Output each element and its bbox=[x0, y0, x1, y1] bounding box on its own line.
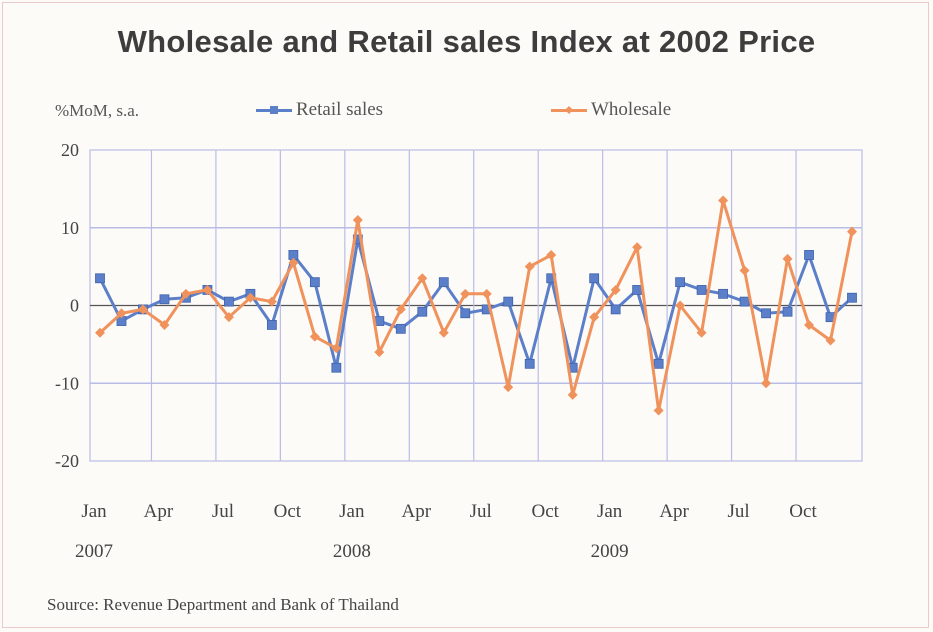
retail-sales-point bbox=[503, 296, 514, 307]
x-tick-label: Jan bbox=[597, 501, 623, 522]
wholesale-point bbox=[847, 226, 857, 237]
y-tick-label: 20 bbox=[61, 140, 79, 160]
y-tick-label: -10 bbox=[55, 373, 79, 393]
retail-sales-point bbox=[610, 304, 621, 315]
wholesale-point bbox=[739, 265, 750, 276]
retail-sales-point bbox=[460, 308, 471, 319]
legend-retail-swatch bbox=[256, 103, 292, 117]
wholesale-point bbox=[202, 284, 213, 295]
retail-sales-point bbox=[159, 294, 170, 305]
chart-title: Wholesale and Retail sales Index at 2002… bbox=[117, 24, 816, 59]
wholesale-point bbox=[804, 319, 815, 330]
retail-sales-point bbox=[524, 358, 535, 369]
wholesale-point bbox=[567, 389, 578, 400]
wholesale-point bbox=[675, 300, 686, 311]
retail-sales-point bbox=[438, 277, 449, 288]
wholesale-point bbox=[180, 288, 191, 299]
x-tick-label: Jan bbox=[339, 501, 365, 522]
retail-sales-point bbox=[653, 358, 664, 369]
retail-sales-point bbox=[696, 285, 707, 295]
wholesale-point bbox=[653, 405, 664, 416]
x-tick-label: Oct bbox=[531, 501, 559, 522]
retail-sales-point bbox=[632, 285, 643, 295]
wholesale-point bbox=[288, 257, 299, 268]
retail-sales-point bbox=[224, 296, 234, 307]
year-label: 2008 bbox=[333, 541, 371, 562]
wholesale-point bbox=[137, 304, 148, 315]
wholesale-point bbox=[374, 347, 385, 358]
x-tick-label: Apr bbox=[402, 501, 432, 522]
retail-sales-point bbox=[417, 306, 428, 317]
retail-sales-point bbox=[761, 308, 771, 319]
wholesale-point bbox=[95, 327, 105, 338]
wholesale-point bbox=[266, 296, 277, 307]
y-tick-label: 10 bbox=[61, 218, 79, 238]
wholesale-point bbox=[761, 378, 772, 389]
wholesale-point bbox=[352, 214, 363, 225]
wholesale-point bbox=[718, 195, 729, 206]
wholesale-point bbox=[245, 292, 256, 303]
wholesale-point bbox=[223, 312, 234, 323]
retail-sales-line bbox=[98, 237, 854, 370]
retail-sales-point bbox=[95, 273, 105, 284]
x-tick-label: Jul bbox=[470, 501, 492, 522]
legend-wholesale-label: Wholesale bbox=[591, 99, 672, 120]
legend-wholesale-swatch bbox=[551, 103, 587, 117]
retail-sales-point bbox=[804, 250, 814, 260]
wholesale-point bbox=[610, 284, 621, 295]
x-tick-label: Jan bbox=[81, 501, 107, 522]
wholesale-point bbox=[589, 312, 600, 323]
wholesale-point bbox=[116, 308, 127, 319]
x-tick-label: Oct bbox=[789, 501, 817, 522]
x-tick-label: Jul bbox=[727, 501, 749, 522]
x-tick-label: Jul bbox=[212, 501, 234, 522]
wholesale-point bbox=[460, 288, 471, 299]
wholesale-point bbox=[546, 249, 557, 260]
legend-retail: Retail sales bbox=[256, 99, 383, 121]
retail-sales-point bbox=[782, 306, 793, 317]
wholesale-point bbox=[825, 335, 836, 346]
wholesale-point bbox=[782, 253, 793, 264]
wholesale-point bbox=[309, 331, 320, 342]
wholesale-point bbox=[395, 304, 406, 315]
y-unit-label: %MoM, s.a. bbox=[55, 101, 140, 120]
wholesale-point bbox=[417, 273, 428, 284]
year-label: 2009 bbox=[591, 541, 629, 562]
wholesale-point bbox=[438, 327, 449, 338]
x-tick-label: Apr bbox=[144, 501, 174, 522]
retail-sales-point bbox=[309, 277, 320, 288]
retail-sales-point bbox=[589, 273, 600, 284]
wholesale-point bbox=[696, 327, 707, 338]
wholesale-point bbox=[632, 242, 643, 253]
retail-sales-point bbox=[266, 320, 277, 330]
wholesale-point bbox=[503, 382, 514, 393]
retail-sales-point bbox=[675, 277, 686, 288]
legend-retail-label: Retail sales bbox=[296, 99, 384, 120]
legend-wholesale: Wholesale bbox=[551, 99, 671, 121]
y-tick-label: -20 bbox=[55, 451, 79, 471]
wholesale-point bbox=[159, 319, 170, 330]
retail-sales-point bbox=[718, 288, 728, 299]
wholesale-line bbox=[98, 199, 854, 412]
wholesale-point bbox=[524, 261, 535, 272]
year-label: 2007 bbox=[75, 541, 113, 562]
source-note: Source: Revenue Department and Bank of T… bbox=[47, 595, 399, 614]
retail-sales-point bbox=[395, 323, 406, 334]
wholesale-point bbox=[331, 343, 342, 354]
retail-sales-point bbox=[847, 292, 857, 303]
y-tick-label: 0 bbox=[70, 296, 79, 316]
retail-sales-point bbox=[331, 362, 342, 373]
x-tick-label: Apr bbox=[659, 501, 689, 522]
wholesale-point bbox=[481, 288, 492, 299]
x-tick-label: Oct bbox=[274, 501, 302, 522]
retail-sales-point bbox=[739, 296, 750, 307]
